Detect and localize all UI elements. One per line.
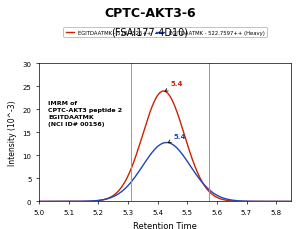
Text: IMRM of
CPTC-AKT3 peptide 2
EGITDAATMK
(NCI ID# 00156): IMRM of CPTC-AKT3 peptide 2 EGITDAATMK (… — [48, 101, 122, 127]
X-axis label: Retention Time: Retention Time — [133, 221, 197, 229]
Text: 5.4: 5.4 — [165, 81, 183, 92]
Legend: EGITDAATMK - 518.7526++, EGITDAATMK - 522.7597++ (Heavy): EGITDAATMK - 518.7526++, EGITDAATMK - 52… — [64, 28, 266, 38]
Text: 5.4: 5.4 — [168, 133, 186, 143]
Text: (FSAI177-4D10): (FSAI177-4D10) — [112, 27, 188, 37]
Y-axis label: Intensity (10^-3): Intensity (10^-3) — [8, 100, 17, 166]
Text: CPTC-AKT3-6: CPTC-AKT3-6 — [104, 7, 196, 20]
